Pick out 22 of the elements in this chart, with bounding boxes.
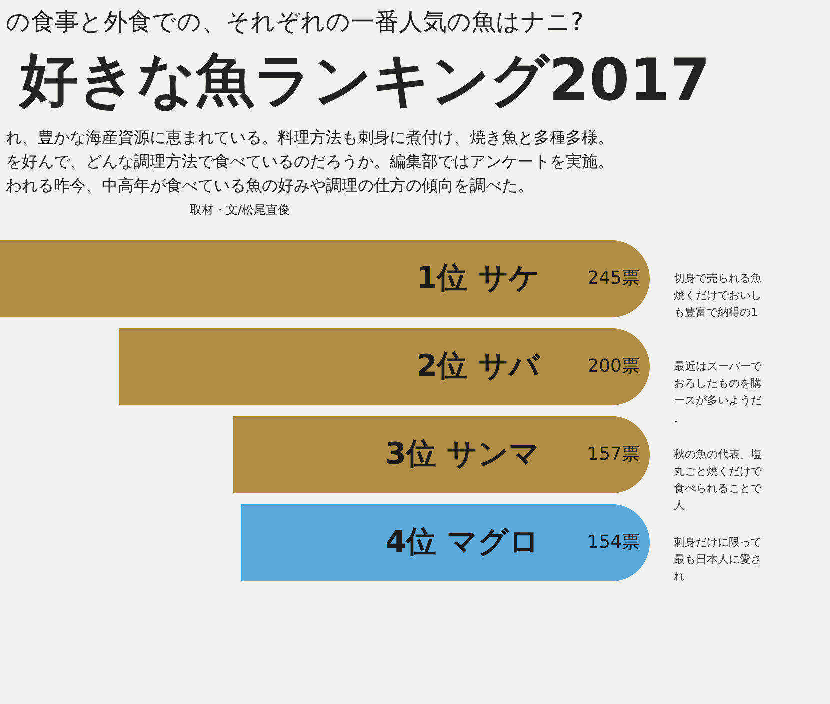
text: れ、豊かな海産資源に恵まれている。料理方法も刺身に煮付け、焼き魚と多種多様。 [5,127,615,149]
text: 取材・文/松尾直俊 [189,202,292,219]
bar [241,504,650,582]
bar [119,328,650,406]
y-tick-label: 3位 サンマ [386,436,540,472]
chart-title: 好きな魚ランキング2017 [18,45,712,116]
bar [233,416,650,494]
y-tick-label: 1位 サケ [416,261,540,296]
text: 最近はスーパーでおろしたものを購ースが多いようだ。 [674,360,763,424]
text: 刺身だけに限って最も日本人に愛され [674,536,762,583]
data-label: 200票 [588,356,640,378]
y-tick-label: 4位 マグロ [386,524,540,560]
data-label: 245票 [588,268,640,290]
text: を好んで、どんな調理方法で食べているのだろうか。編集部ではアンケートを実施。 [5,151,615,173]
data-label: 154票 [588,532,640,553]
text: 秋の魚の代表。塩丸ごと焼くだけで食べられることで人 [674,448,763,512]
bar [0,240,650,318]
text: 切身で売られる魚焼くだけでおいしも豊富で納得の1 [674,272,762,320]
text: われる昨今、中高年が食べている魚の好みや調理の仕方の傾向を調べた。 [5,175,535,197]
chart-subtitle: の食事と外食での、それぞれの一番人気の魚はナニ? [5,7,585,38]
y-tick-label: 2位 サバ [416,349,541,384]
data-label: 157票 [588,444,640,465]
